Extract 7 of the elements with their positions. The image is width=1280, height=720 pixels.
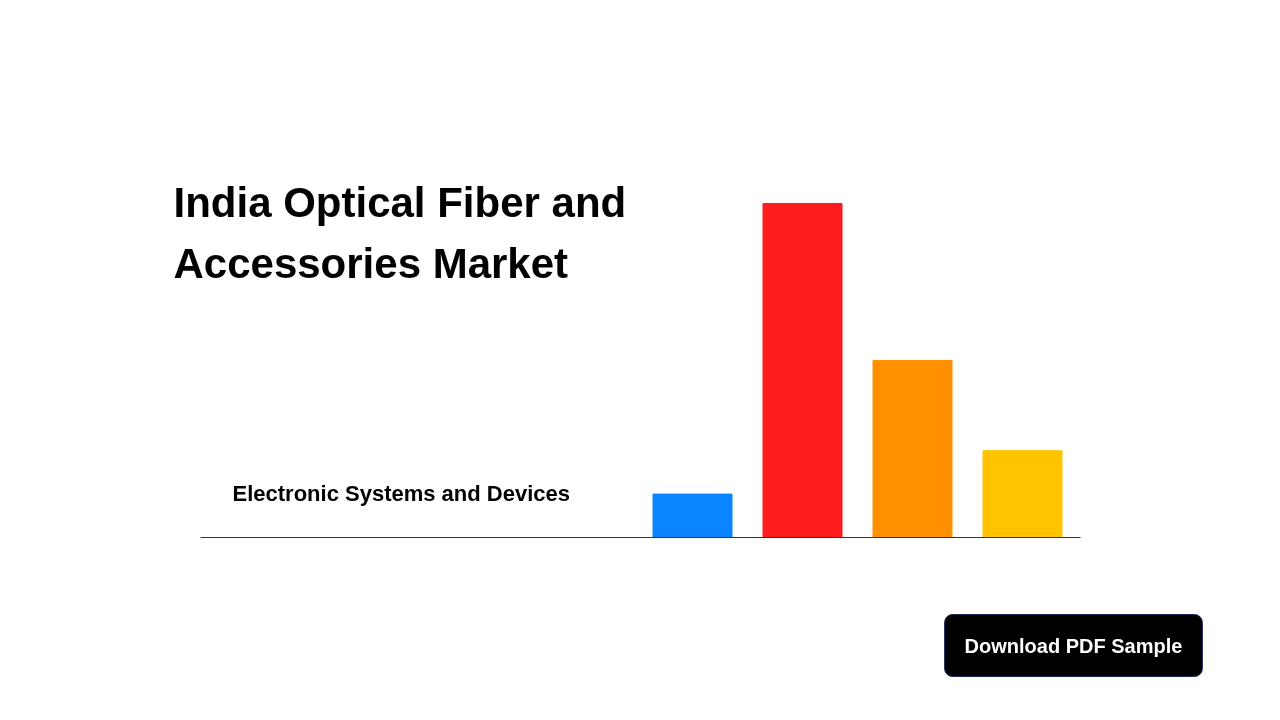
bar	[652, 493, 733, 538]
bar	[762, 203, 843, 538]
bar	[982, 450, 1063, 538]
bar	[872, 359, 953, 538]
chart-title: India Optical Fiber and Accessories Market	[173, 178, 627, 287]
text: Electronic Systems and Devices	[232, 481, 570, 506]
text: Download PDF Sample	[964, 634, 1183, 657]
